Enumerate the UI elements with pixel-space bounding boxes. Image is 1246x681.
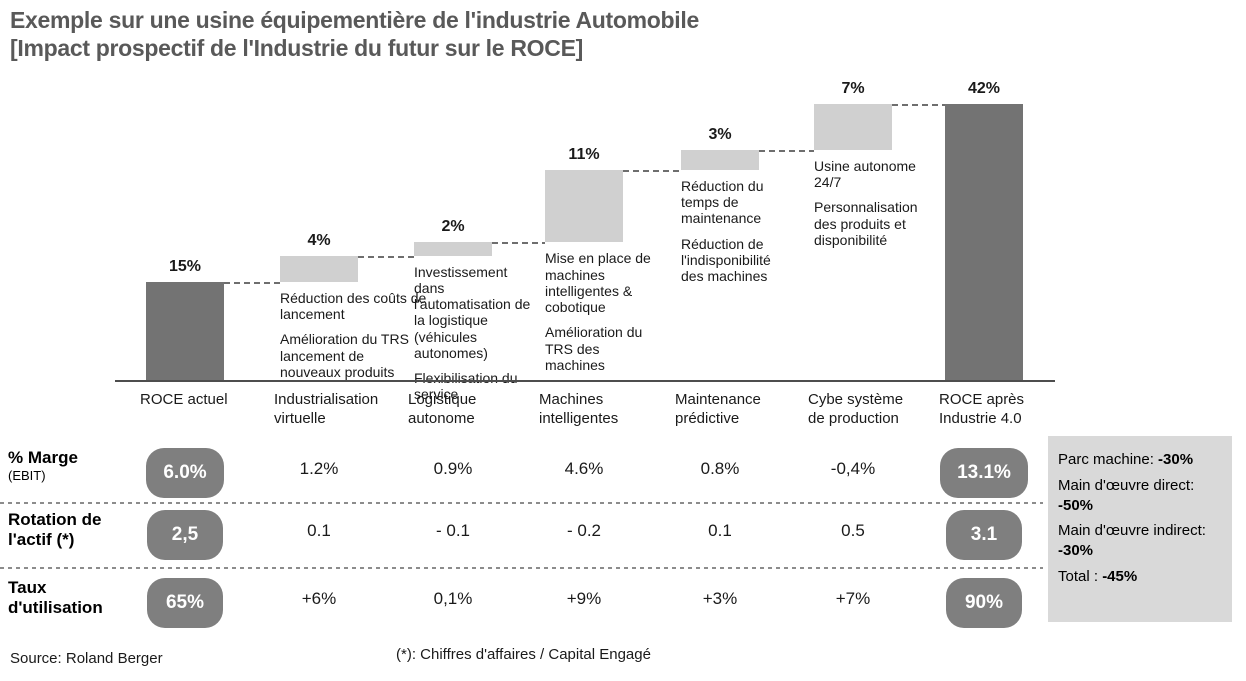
bar-delta — [814, 103, 892, 150]
page-title-line1: Exemple sur une usine équipementière de … — [10, 7, 699, 33]
annotation-text: Réduction de l'indisponibilité des machi… — [681, 235, 771, 284]
table-cell: -0,4% — [830, 459, 876, 478]
pill-value: 3.1 — [946, 510, 1022, 560]
table-cell: 1.2% — [299, 459, 339, 478]
table-row-sublabel: (EBIT) — [8, 468, 46, 484]
infobox-item-label: Main d'œuvre indirect: — [1058, 522, 1206, 540]
bar-category-label: Logistique autonome — [408, 391, 477, 427]
source-note: Source: Roland Berger — [10, 650, 163, 667]
page-title-line2: [Impact prospectif de l'Industrie du fut… — [10, 35, 583, 62]
infobox-item-value: -45% — [1102, 567, 1138, 585]
table-cell: 90% — [929, 578, 1039, 628]
bar-annotation: Usine autonome 24/7 Personnalisation des … — [814, 158, 920, 257]
pill-value: 65% — [147, 578, 223, 628]
infobox-item-value: -50% — [1058, 496, 1094, 514]
annotation-text: Usine autonome 24/7 — [814, 158, 916, 191]
bar-category-label: ROCE actuel — [140, 391, 228, 408]
table-cell: - 0.2 — [566, 521, 602, 540]
bar-value-label: 4% — [307, 231, 331, 249]
table-cell: 4.6% — [564, 459, 604, 478]
bar-annotation: Réduction des coûts de lancement Améliora… — [280, 290, 428, 389]
infobox-item: Main d'œuvre direct: -50% — [1058, 476, 1222, 516]
bar-category-label: ROCE après Industrie 4.0 — [939, 391, 1025, 427]
table-cell: 0.1 — [708, 521, 732, 540]
connector-line — [492, 242, 545, 245]
pill-value: 13.1% — [940, 448, 1028, 498]
row-separator — [0, 502, 1043, 504]
table-cell: +9% — [566, 589, 602, 608]
infobox-item-value: -30% — [1058, 542, 1094, 560]
bar-value-label: 11% — [568, 145, 600, 163]
pill-value: 6.0% — [146, 448, 224, 498]
row-separator — [0, 567, 1043, 569]
bar-annotation: Réduction du temps de maintenance Réducti… — [681, 178, 789, 293]
annotation-text: Amélioration du TRS lancement de nouveau… — [280, 331, 409, 380]
annotation-text: Mise en place de machines intelligentes … — [545, 250, 651, 316]
table-cell: 65% — [130, 578, 240, 628]
bar-delta — [414, 242, 492, 256]
x-axis-line — [115, 380, 1055, 382]
infobox-item-value: -30% — [1158, 451, 1194, 468]
infobox-item: Main d'œuvre indirect: -30% — [1058, 521, 1222, 561]
annotation-text: Amélioration du TRS des machines — [545, 324, 643, 373]
bar-delta — [545, 169, 623, 243]
table-cell: 0.9% — [433, 459, 473, 478]
bar-category-label: Cybe système de production — [808, 391, 904, 427]
table-row-label: % Marge (EBIT) — [8, 448, 138, 484]
table-cell: 6.0% — [130, 448, 240, 498]
bar-annotation: Investissement dans l'automatisation de … — [414, 264, 538, 412]
bar-category-label: Maintenance prédictive — [675, 391, 761, 427]
table-cell: +7% — [835, 589, 871, 608]
table-cell: 0.1 — [307, 521, 331, 540]
bar-delta — [681, 150, 759, 170]
page-title: Exemple sur une usine équipementière de … — [10, 6, 1010, 62]
table-cell: 13.1% — [929, 448, 1039, 498]
annotation-text: Flexibilisation du service — [414, 370, 518, 403]
bar-total — [945, 103, 1023, 381]
bar-total — [146, 282, 224, 381]
infobox-item-label: Parc machine: — [1058, 451, 1159, 468]
annotation-text: Réduction des coûts de lancement — [280, 290, 427, 323]
pill-value: 90% — [946, 578, 1022, 628]
pill-value: 2,5 — [147, 510, 223, 560]
connector-line — [358, 255, 414, 258]
table-cell: 0,1% — [433, 589, 473, 608]
infobox-item: Total : -45% — [1058, 567, 1222, 587]
table-cell: - 0.1 — [435, 521, 471, 540]
bar-value-label: 15% — [168, 258, 202, 275]
table-row-label: Rotation de l'actif (*) — [8, 510, 102, 550]
bar-value-label: 7% — [841, 79, 865, 97]
table-cell: +3% — [702, 589, 738, 608]
connector-line — [759, 150, 814, 152]
table-cell: 2,5 — [130, 510, 240, 560]
infobox-item-label: Total : — [1058, 567, 1103, 585]
annotation-text: Réduction du temps de maintenance — [681, 177, 764, 227]
table-cell: 0.8% — [700, 459, 740, 478]
table-row-label: Taux d'utilisation — [8, 578, 103, 618]
infobox-item: Parc machine: -30% — [1058, 450, 1222, 470]
bar-value-label: 2% — [441, 218, 465, 236]
table-cell: +6% — [301, 589, 337, 608]
table-cell: 0.5 — [841, 521, 865, 540]
connector-line — [224, 282, 280, 284]
annotation-text: Personnalisation des produits et disponi… — [814, 199, 918, 248]
bar-category-label: Industrialisation virtuelle — [274, 391, 379, 427]
bar-category-label: Machines intelligentes — [539, 391, 619, 427]
connector-line — [623, 169, 681, 172]
infobox-item-label: Main d'œuvre direct: — [1058, 476, 1195, 494]
bar-delta — [280, 255, 358, 282]
bar-annotation: Mise en place de machines intelligentes … — [545, 250, 657, 382]
savings-infobox: Parc machine: -30% Main d'œuvre direct: -… — [1048, 436, 1232, 622]
table-cell: 3.1 — [929, 510, 1039, 560]
bar-value-label: 3% — [708, 126, 732, 143]
footnote: (*): Chiffres d'affaires / Capital Engag… — [396, 646, 651, 663]
bar-value-label: 42% — [967, 79, 1001, 97]
annotation-text: Investissement dans l'automatisation de … — [414, 263, 531, 361]
connector-line — [892, 103, 945, 106]
